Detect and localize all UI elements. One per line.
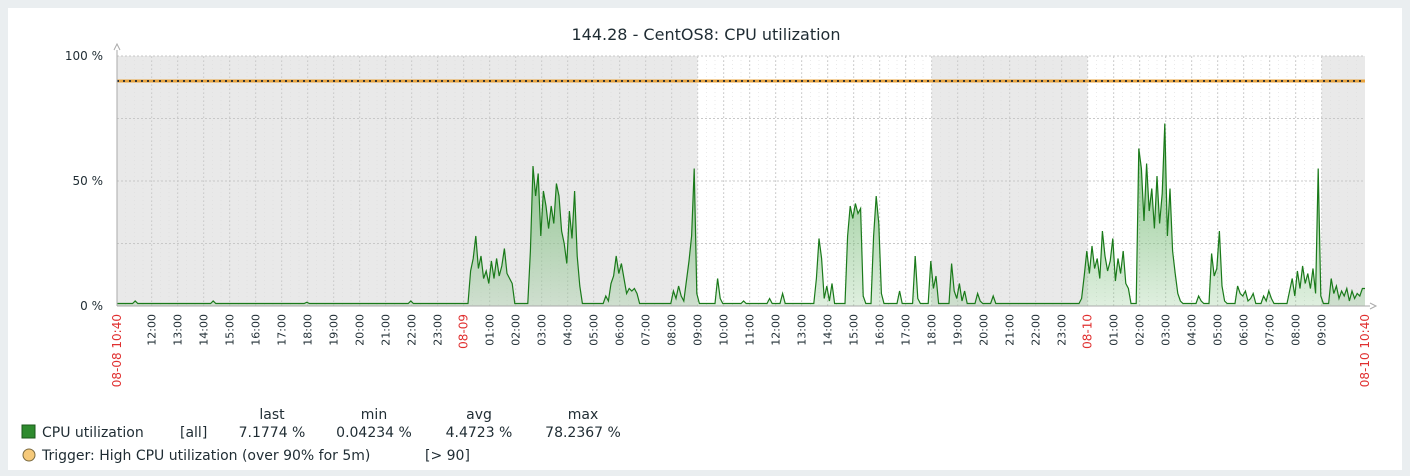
x-tick-label: 14:00 [198,314,211,346]
legend-series-name: CPU utilization [42,425,144,441]
x-tick-label: 05:00 [1212,314,1225,346]
x-tick-label: 16:00 [250,314,263,346]
y-axis-arrow [113,42,121,51]
x-tick-label: 03:00 [536,314,549,346]
x-tick-label: 12:00 [146,314,159,346]
x-tick-label: 08-10 [1081,314,1095,349]
y-axis-ticks: 0 % 50 % 100 % [65,49,103,313]
axes [113,42,1378,310]
x-tick-label: 06:00 [1238,314,1251,346]
x-tick-label: 08-10 10:40 [1358,314,1372,387]
x-tick-label: 04:00 [562,314,575,346]
chart-title: 144.28 - CentOS8: CPU utilization [572,25,841,44]
x-tick-label: 01:00 [484,314,497,346]
x-tick-label: 19:00 [328,314,341,346]
x-tick-label: 14:00 [822,314,835,346]
x-tick-label: 08-09 [457,314,471,349]
x-tick-label: 09:00 [692,314,705,346]
x-tick-label: 22:00 [406,314,419,346]
x-tick-label: 05:00 [588,314,601,346]
y-tick-label: 0 % [80,299,103,313]
x-tick-label: 15:00 [848,314,861,346]
cpu-area-series [117,123,1365,306]
x-tick-label: 06:00 [614,314,627,346]
x-tick-label: 21:00 [1004,314,1017,346]
x-tick-label: 09:00 [1316,314,1329,346]
x-tick-label: 13:00 [796,314,809,346]
x-tick-label: 08-08 10:40 [110,314,124,387]
x-tick-label: 22:00 [1030,314,1043,346]
x-tick-label: 04:00 [1186,314,1199,346]
x-tick-label: 08:00 [1290,314,1303,346]
legend-header-max: max [568,407,599,423]
x-tick-label: 23:00 [432,314,445,346]
x-axis-ticks: 08-08 10:40 12:00 13:00 14:00 15:00 16:00 17:0… [110,314,1372,387]
x-tick-label: 13:00 [172,314,185,346]
x-tick-label: 07:00 [1264,314,1277,346]
x-tick-label: 18:00 [302,314,315,346]
legend-trigger-condition: [> 90] [425,448,470,464]
cpu-line [117,123,1365,305]
legend-header-avg: avg [466,407,492,423]
legend-header-last: last [259,407,285,423]
x-tick-label: 07:00 [640,314,653,346]
legend-last-value: 7.1774 % [239,425,306,441]
x-tick-label: 15:00 [224,314,237,346]
x-tick-label: 23:00 [1056,314,1069,346]
legend: last min avg max CPU utilization [all] 7… [21,407,621,464]
x-tick-label: 19:00 [952,314,965,346]
x-tick-label: 01:00 [1108,314,1121,346]
y-tick-label: 100 % [65,49,103,63]
x-tick-label: 20:00 [978,314,991,346]
working-time-shading [117,56,1365,306]
x-tick-label: 08:00 [666,314,679,346]
series-color-swatch [21,424,36,439]
legend-min-value: 0.04234 % [336,425,412,441]
x-tick-label: 17:00 [900,314,913,346]
x-tick-label: 18:00 [926,314,939,346]
x-tick-label: 12:00 [770,314,783,346]
x-tick-label: 02:00 [1134,314,1147,346]
legend-avg-value: 4.4723 % [446,425,513,441]
x-tick-label: 16:00 [874,314,887,346]
x-tick-label: 03:00 [1160,314,1173,346]
legend-trigger-label: Trigger: High CPU utilization (over 90% … [41,448,370,464]
legend-series-func: [all] [180,425,207,441]
x-tick-label: 11:00 [744,314,757,346]
x-tick-label: 20:00 [354,314,367,346]
x-tick-label: 02:00 [510,314,523,346]
legend-header-min: min [361,407,387,423]
legend-max-value: 78.2367 % [545,425,621,441]
x-tick-label: 17:00 [276,314,289,346]
x-axis-arrow [1369,302,1378,310]
trigger-indicator-icon [22,448,36,462]
y-tick-label: 50 % [73,174,104,188]
x-tick-label: 10:00 [718,314,731,346]
x-tick-label: 21:00 [380,314,393,346]
